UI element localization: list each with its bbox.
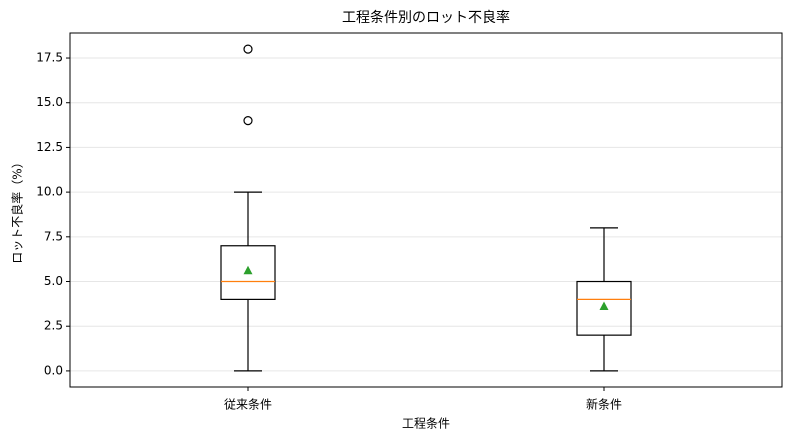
y-axis-label: ロット不良率（%） bbox=[10, 156, 25, 263]
y-tick-label: 15.0 bbox=[36, 95, 63, 109]
y-tick-label: 7.5 bbox=[44, 229, 63, 243]
outlier bbox=[243, 44, 253, 54]
y-tick-label: 2.5 bbox=[44, 319, 63, 333]
x-axis-label: 工程条件 bbox=[402, 416, 450, 431]
chart-title: 工程条件別のロット不良率 bbox=[342, 9, 510, 26]
mean-marker bbox=[599, 301, 609, 311]
plot-frame bbox=[69, 32, 783, 388]
x-tick-label: 新条件 bbox=[586, 397, 622, 412]
y-tick-label: 17.5 bbox=[36, 51, 63, 65]
y-tick-label: 0.0 bbox=[44, 363, 63, 377]
y-tick-label: 12.5 bbox=[36, 140, 63, 154]
box bbox=[220, 245, 276, 300]
outlier bbox=[243, 116, 253, 126]
y-tick-label: 5.0 bbox=[44, 274, 63, 288]
mean-marker bbox=[243, 265, 253, 275]
y-tick-label: 10.0 bbox=[36, 185, 63, 199]
box bbox=[576, 280, 632, 336]
x-tick-label: 従来条件 bbox=[224, 398, 272, 412]
